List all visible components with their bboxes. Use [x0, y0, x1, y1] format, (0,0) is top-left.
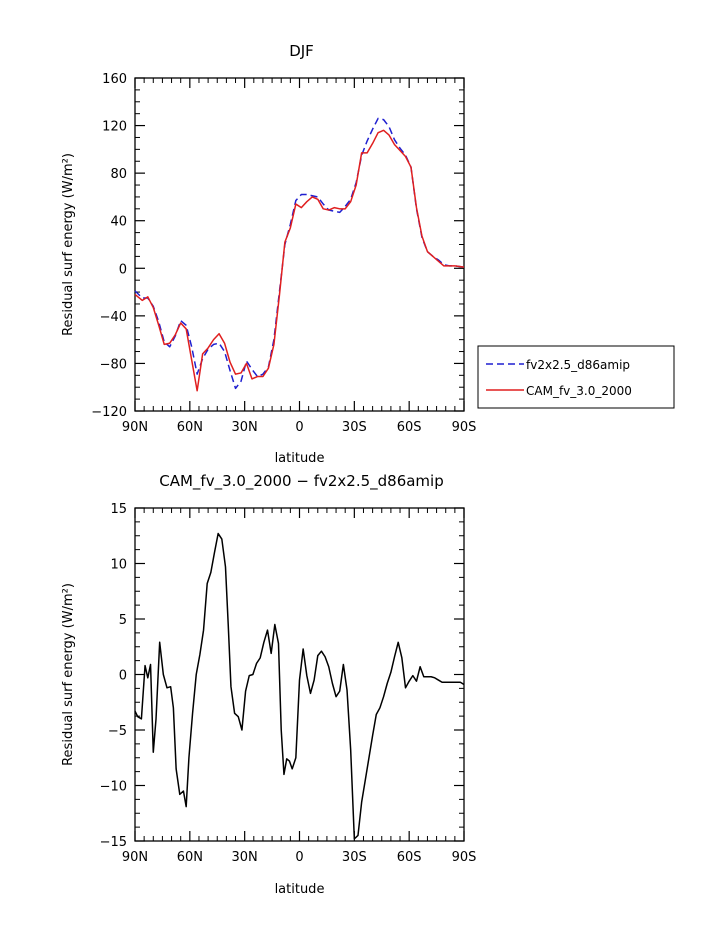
x-tick-label: 90N — [122, 850, 148, 865]
y-tick-label: −15 — [100, 835, 127, 850]
x-tick-label: 0 — [295, 420, 303, 435]
legend-label: fv2x2.5_d86amip — [526, 358, 630, 372]
x-tick-label: 60S — [397, 850, 422, 865]
y-tick-label: 15 — [110, 502, 127, 517]
x-tick-label: 60N — [177, 420, 203, 435]
y-tick-label: −40 — [100, 310, 127, 325]
x-tick-label: 30N — [232, 850, 258, 865]
x-axis-label: latitude — [275, 882, 325, 897]
y-tick-label: 5 — [119, 613, 127, 628]
x-tick-label: 30S — [342, 850, 367, 865]
x-axis-label: latitude — [275, 451, 325, 466]
y-tick-label: 0 — [119, 262, 127, 277]
y-tick-label: −120 — [91, 405, 127, 420]
y-tick-label: −80 — [100, 357, 127, 372]
y-tick-label: 80 — [110, 167, 127, 182]
y-tick-label: −5 — [108, 724, 127, 739]
bottom-panel-difference: 90N 60N 30N 0 30S 60S 90S −15 −10 −5 0 5 10 15 CAM_fv_… — [61, 472, 476, 897]
x-tick-label: 0 — [295, 850, 303, 865]
legend-box — [477, 345, 675, 409]
x-tick-label: 30S — [342, 420, 367, 435]
y-tick-label: 120 — [102, 120, 127, 135]
y-axis-label: Residual surf energy (W/m²) — [61, 153, 76, 336]
y-tick-label: −10 — [100, 780, 127, 795]
y-tick-label: 40 — [110, 215, 127, 230]
chart-title: CAM_fv_3.0_2000 − fv2x2.5_d86amip — [159, 472, 444, 491]
x-tick-label: 90S — [452, 420, 477, 435]
chart-title: DJF — [289, 42, 314, 60]
y-tick-label: 0 — [119, 669, 127, 684]
y-tick-label: 160 — [102, 72, 127, 87]
x-tick-label: 60N — [177, 850, 203, 865]
x-tick-label: 90N — [122, 420, 148, 435]
series-line-difference — [134, 532, 465, 840]
x-tick-label: 90S — [452, 850, 477, 865]
series-line-cam-fv-3-0-2000 — [134, 129, 465, 392]
x-tick-label: 60S — [397, 420, 422, 435]
y-axis-label: Residual surf energy (W/m²) — [61, 583, 76, 766]
series-line-fv2x2-5-d86amip — [134, 117, 465, 390]
legend: fv2x2.5_d86amip CAM_fv_3.0_2000 — [477, 345, 675, 409]
plot-frame — [134, 77, 465, 412]
legend-label: CAM_fv_3.0_2000 — [526, 384, 632, 398]
x-tick-label: 30N — [232, 420, 258, 435]
top-panel-djf: 90N 60N 30N 0 30S 60S 90S −120 −80 −40 0 40 80 120 160… — [61, 42, 675, 466]
y-tick-label: 10 — [110, 558, 127, 573]
